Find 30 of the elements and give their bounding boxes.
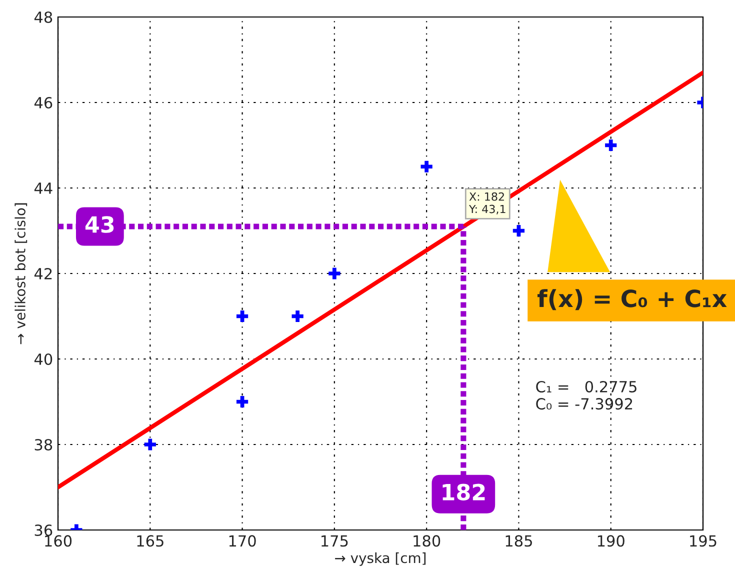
annotation: X: 182 Y: 43,1 <box>468 192 506 214</box>
x-tick-label: 185 <box>506 535 532 547</box>
point <box>236 396 248 408</box>
y-tick-label: 44 <box>34 182 52 194</box>
y-axis-title: → velikost bot [cislo] <box>14 203 28 344</box>
point <box>420 160 432 172</box>
y-tick-label: 48 <box>34 11 52 24</box>
point <box>292 310 304 322</box>
x-tick-label: 160 <box>45 535 72 547</box>
point <box>512 224 525 237</box>
x-tick-label: 190 <box>598 535 624 547</box>
ref-line-label: 182 <box>442 484 485 501</box>
point <box>236 310 248 322</box>
point <box>144 438 156 450</box>
point <box>605 139 617 152</box>
x-tick-label: 175 <box>322 535 348 547</box>
x-tick-label: 165 <box>137 535 164 547</box>
y-tick-label: 38 <box>34 438 52 451</box>
y-tick-label: 46 <box>34 96 52 109</box>
annotation: f(x) = C₀ + C₁x <box>538 289 727 310</box>
x-tick-label: 195 <box>690 535 716 547</box>
y-tick-label: 36 <box>34 524 52 536</box>
x-tick-label: 170 <box>229 535 256 547</box>
point <box>328 268 340 280</box>
x-axis-title: → vyska [cm] <box>335 552 426 566</box>
x-tick-label: 180 <box>414 535 440 547</box>
ref-line-label: 43 <box>85 216 114 233</box>
y-tick-label: 40 <box>34 353 52 366</box>
annotation: C₁ = 0.2775 C₀ = -7.3992 <box>536 380 636 410</box>
y-tick-label: 42 <box>34 268 52 280</box>
